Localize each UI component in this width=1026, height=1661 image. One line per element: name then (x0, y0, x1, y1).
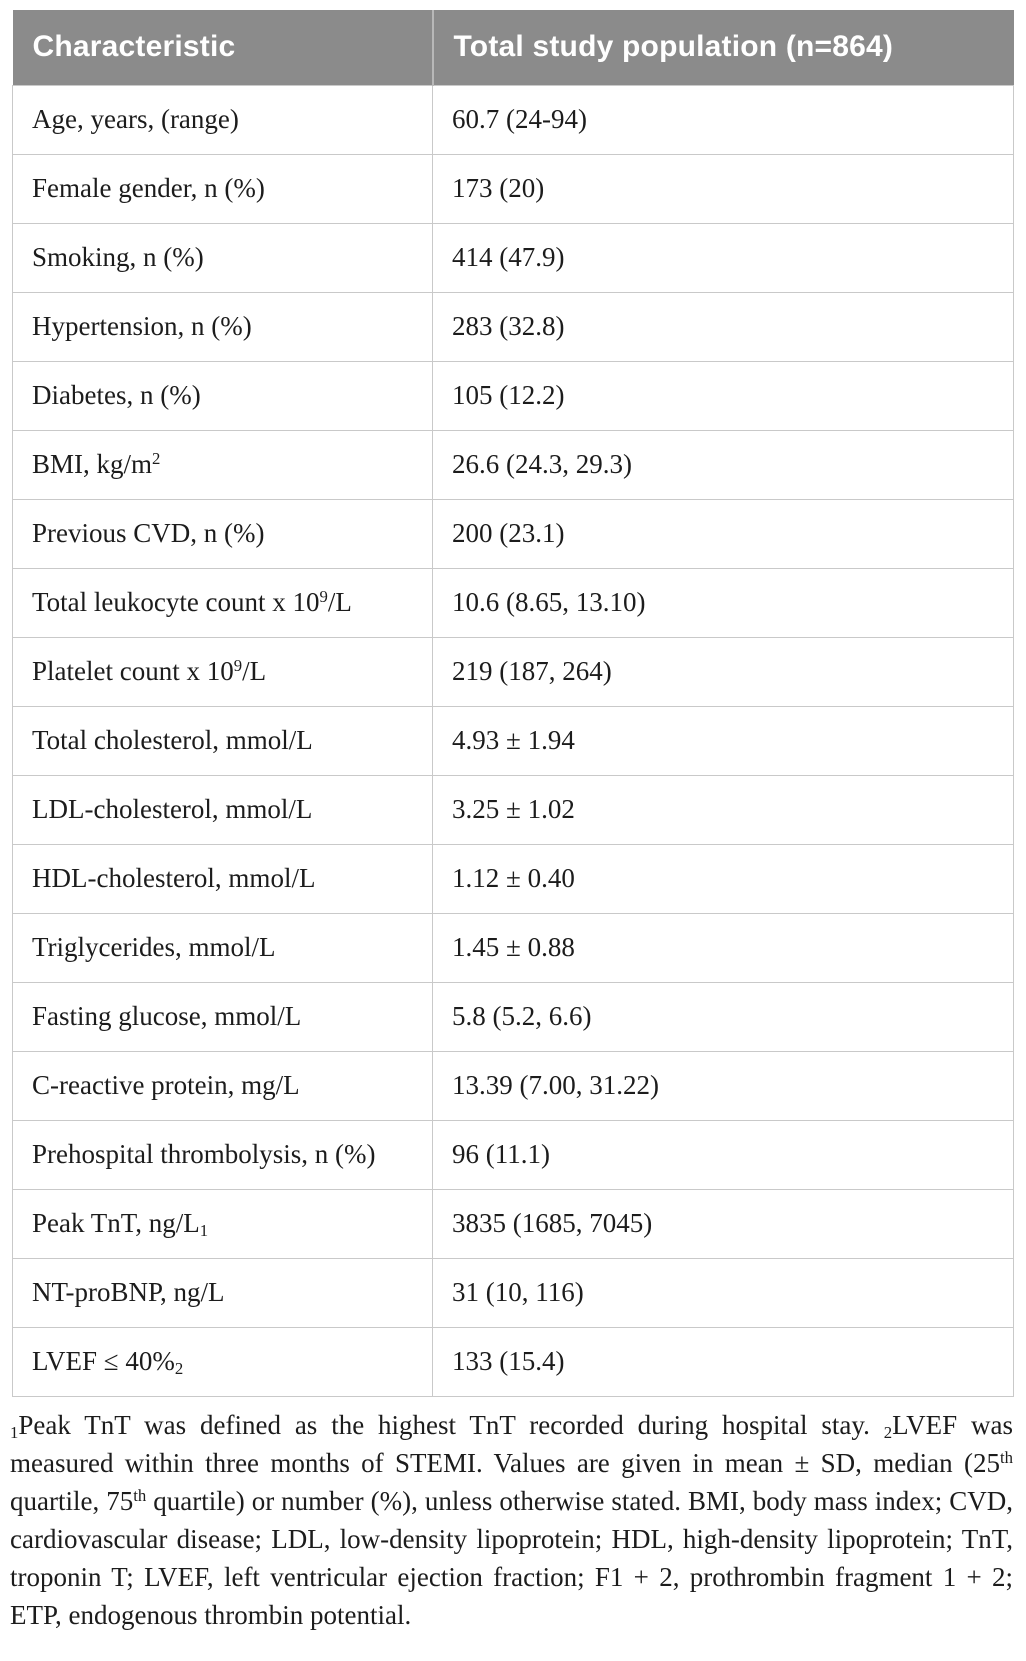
table-row: Platelet count x 109/L 219 (187, 264) (12, 636, 1014, 707)
characteristic-cell: Hypertension, n (%) (12, 291, 433, 362)
column-header-characteristic: Characteristic (12, 10, 433, 85)
characteristic-cell: Female gender, n (%) (12, 153, 433, 224)
table-row: LVEF ≤ 40%2 133 (15.4) (12, 1326, 1014, 1397)
table-row: Diabetes, n (%) 105 (12.2) (12, 360, 1014, 431)
value-cell: 173 (20) (432, 153, 1014, 224)
value-cell: 105 (12.2) (432, 360, 1014, 431)
characteristic-cell: Total leukocyte count x 109/L (12, 567, 433, 638)
table-row: NT-proBNP, ng/L 31 (10, 116) (12, 1257, 1014, 1328)
characteristic-cell: Platelet count x 109/L (12, 636, 433, 707)
value-cell: 3.25 ± 1.02 (432, 774, 1014, 845)
table-row: Fasting glucose, mmol/L 5.8 (5.2, 6.6) (12, 981, 1014, 1052)
table-footnote: 1Peak TnT was defined as the highest TnT… (10, 1409, 1014, 1630)
table-row: HDL-cholesterol, mmol/L 1.12 ± 0.40 (12, 843, 1014, 914)
table-row: C-reactive protein, mg/L 13.39 (7.00, 31… (12, 1050, 1014, 1121)
characteristic-cell: Age, years, (range) (12, 84, 433, 155)
value-cell: 283 (32.8) (432, 291, 1014, 362)
value-cell: 5.8 (5.2, 6.6) (432, 981, 1014, 1052)
value-cell: 10.6 (8.65, 13.10) (432, 567, 1014, 638)
value-cell: 31 (10, 116) (432, 1257, 1014, 1328)
value-cell: 96 (11.1) (432, 1119, 1014, 1190)
characteristic-cell: Fasting glucose, mmol/L (12, 981, 433, 1052)
table-row: Total leukocyte count x 109/L 10.6 (8.65… (12, 567, 1014, 638)
characteristic-cell: Total cholesterol, mmol/L (12, 705, 433, 776)
value-cell: 1.12 ± 0.40 (432, 843, 1014, 914)
header-row: Characteristic Total study population (n… (12, 10, 1014, 85)
characteristics-table: Characteristic Total study population (n… (12, 10, 1014, 1397)
characteristic-cell: NT-proBNP, ng/L (12, 1257, 433, 1328)
value-cell: 200 (23.1) (432, 498, 1014, 569)
value-cell: 1.45 ± 0.88 (432, 912, 1014, 983)
table-row: Previous CVD, n (%) 200 (23.1) (12, 498, 1014, 569)
value-cell: 3835 (1685, 7045) (432, 1188, 1014, 1259)
table-row: Hypertension, n (%) 283 (32.8) (12, 291, 1014, 362)
table-row: Smoking, n (%) 414 (47.9) (12, 222, 1014, 293)
value-cell: 133 (15.4) (432, 1326, 1014, 1397)
characteristic-cell: Previous CVD, n (%) (12, 498, 433, 569)
table-row: Triglycerides, mmol/L 1.45 ± 0.88 (12, 912, 1014, 983)
characteristic-cell: LDL-cholesterol, mmol/L (12, 774, 433, 845)
characteristic-cell: HDL-cholesterol, mmol/L (12, 843, 433, 914)
characteristic-cell: Triglycerides, mmol/L (12, 912, 433, 983)
table-body: Age, years, (range) 60.7 (24-94) Female … (12, 84, 1014, 1397)
value-cell: 219 (187, 264) (432, 636, 1014, 707)
table-row: Prehospital thrombolysis, n (%) 96 (11.1… (12, 1119, 1014, 1190)
value-cell: 26.6 (24.3, 29.3) (432, 429, 1014, 500)
characteristic-cell: BMI, kg/m2 (12, 429, 433, 500)
column-header-total-population: Total study population (n=864) (431, 10, 1014, 85)
characteristic-cell: Diabetes, n (%) (12, 360, 433, 431)
table-row: Total cholesterol, mmol/L 4.93 ± 1.94 (12, 705, 1014, 776)
table-row: Peak TnT, ng/L1 3835 (1685, 7045) (12, 1188, 1014, 1259)
characteristic-cell: LVEF ≤ 40%2 (12, 1326, 433, 1397)
characteristic-cell: Smoking, n (%) (12, 222, 433, 293)
characteristic-cell: Peak TnT, ng/L1 (12, 1188, 433, 1259)
table-row: BMI, kg/m2 26.6 (24.3, 29.3) (12, 429, 1014, 500)
value-cell: 4.93 ± 1.94 (432, 705, 1014, 776)
value-cell: 13.39 (7.00, 31.22) (432, 1050, 1014, 1121)
value-cell: 414 (47.9) (432, 222, 1014, 293)
characteristic-cell: C-reactive protein, mg/L (12, 1050, 433, 1121)
value-cell: 60.7 (24-94) (432, 84, 1014, 155)
table-row: LDL-cholesterol, mmol/L 3.25 ± 1.02 (12, 774, 1014, 845)
characteristic-cell: Prehospital thrombolysis, n (%) (12, 1119, 433, 1190)
table-header: Characteristic Total study population (n… (12, 10, 1014, 85)
table-row: Female gender, n (%) 173 (20) (12, 153, 1014, 224)
table-row: Age, years, (range) 60.7 (24-94) (12, 84, 1014, 155)
